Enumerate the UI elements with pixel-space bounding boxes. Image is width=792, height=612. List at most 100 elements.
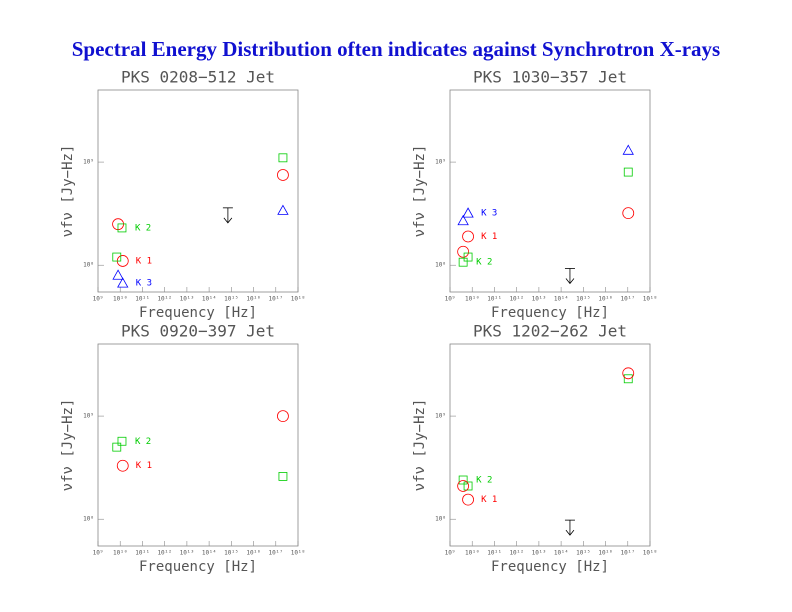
x-tick-label: 10¹⁴ <box>202 550 216 557</box>
data-point <box>277 410 289 422</box>
x-tick-label: 10¹⁰ <box>465 296 479 303</box>
component-label: K 2 <box>135 223 151 233</box>
x-tick-label: 10¹⁴ <box>554 296 568 303</box>
chart-title: PKS 1202−262 Jet <box>473 322 627 341</box>
x-tick-label: 10¹⁶ <box>246 550 260 557</box>
y-tick-label: 10⁸ <box>435 516 446 523</box>
x-tick-label: 10¹¹ <box>135 550 149 557</box>
plot-frame <box>97 343 299 547</box>
x-tick-label: 10¹⁴ <box>202 296 216 303</box>
plot-frame <box>97 89 299 293</box>
chart-title: PKS 1030−357 Jet <box>473 68 627 87</box>
x-tick-label: 10¹⁰ <box>113 296 127 303</box>
y-axis-label: νfν [Jy−Hz] <box>412 145 428 238</box>
y-tick-label: 10⁸ <box>435 262 446 269</box>
x-tick-label: 10¹⁷ <box>269 296 283 303</box>
data-point <box>117 436 127 446</box>
data-point <box>623 374 633 384</box>
chart: PKS 1202−262 Jet Frequency [Hz] νfν [Jy−Hz… <box>412 322 657 576</box>
chart: PKS 0920−397 Jet Frequency [Hz] νfν [Jy−Hz… <box>60 322 305 576</box>
x-tick-label: 10¹¹ <box>487 296 501 303</box>
data-point <box>277 169 289 181</box>
x-tick-label: 10¹⁰ <box>113 550 127 557</box>
data-point <box>116 459 129 472</box>
x-tick-label: 10¹⁸ <box>291 550 305 557</box>
x-tick-label: 10¹⁰ <box>465 550 479 557</box>
component-label: K 1 <box>136 256 152 266</box>
data-point <box>278 472 288 481</box>
x-axis-label: Frequency [Hz] <box>139 305 257 321</box>
x-tick-label: 10¹³ <box>180 550 194 557</box>
data-point <box>462 207 474 218</box>
data-point <box>463 252 473 262</box>
component-label: K 2 <box>135 437 151 447</box>
plot-frame <box>449 89 651 293</box>
data-point <box>117 277 129 288</box>
upper-limit <box>564 519 575 536</box>
upper-limit-head <box>565 529 575 536</box>
y-axis-label: νfν [Jy−Hz] <box>60 399 76 492</box>
x-tick-label: 10¹⁸ <box>643 296 657 303</box>
x-tick-label: 10¹² <box>509 550 523 557</box>
y-tick-label: 10⁹ <box>435 159 446 166</box>
x-tick-label: 10¹¹ <box>135 296 149 303</box>
x-tick-label: 10¹³ <box>532 296 546 303</box>
data-point <box>277 204 289 215</box>
chart-title: PKS 0920−397 Jet <box>121 322 275 341</box>
component-label: K 1 <box>136 461 152 471</box>
upper-limit <box>564 268 575 285</box>
y-tick-label: 10⁹ <box>83 159 94 166</box>
x-tick-label: 10¹⁶ <box>598 296 612 303</box>
component-label: K 3 <box>136 279 152 289</box>
data-point <box>622 144 634 155</box>
y-tick-label: 10⁸ <box>83 516 94 523</box>
x-tick-label: 10¹⁶ <box>598 550 612 557</box>
data-point <box>112 442 122 452</box>
y-tick-label: 10⁹ <box>435 413 446 420</box>
component-label: K 3 <box>481 209 497 219</box>
x-tick-label: 10¹⁶ <box>246 296 260 303</box>
x-tick-label: 10¹¹ <box>487 550 501 557</box>
upper-limit-head <box>565 278 575 285</box>
x-tick-label: 10¹⁵ <box>224 296 238 303</box>
y-tick-label: 10⁸ <box>83 262 94 269</box>
data-point <box>622 367 635 380</box>
x-tick-label: 10¹² <box>157 550 171 557</box>
chart-title: PKS 0208−512 Jet <box>121 68 275 87</box>
x-tick-label: 10¹⁷ <box>269 550 283 557</box>
x-tick-label: 10¹⁵ <box>576 550 590 557</box>
x-tick-label: 10⁹ <box>445 550 456 557</box>
slide-title: Spectral Energy Distribution often indic… <box>72 37 720 61</box>
x-tick-label: 10¹² <box>157 296 171 303</box>
data-point <box>458 257 468 267</box>
data-point <box>463 481 473 491</box>
x-tick-label: 10¹⁷ <box>621 550 635 557</box>
x-tick-label: 10¹⁷ <box>621 296 635 303</box>
x-tick-label: 10¹⁸ <box>643 550 657 557</box>
plot-frame <box>449 343 651 547</box>
data-point <box>623 167 633 177</box>
y-axis-label: νfν [Jy−Hz] <box>60 145 76 238</box>
data-point <box>112 252 122 262</box>
component-label: K 1 <box>481 495 497 505</box>
x-axis-label: Frequency [Hz] <box>491 559 609 575</box>
x-tick-label: 10⁹ <box>445 296 456 303</box>
chart: PKS 1030−357 Jet Frequency [Hz] νfν [Jy−Hz… <box>412 68 657 322</box>
x-axis-label: Frequency [Hz] <box>491 305 609 321</box>
x-tick-label: 10¹⁸ <box>291 296 305 303</box>
data-point <box>458 475 468 485</box>
data-point <box>117 223 127 233</box>
x-axis-label: Frequency [Hz] <box>139 559 257 575</box>
x-tick-label: 10⁹ <box>93 550 104 557</box>
x-tick-label: 10¹³ <box>180 296 194 303</box>
x-tick-label: 10¹⁴ <box>554 550 568 557</box>
data-point <box>278 153 288 163</box>
data-point <box>457 245 470 258</box>
x-tick-label: 10¹² <box>509 296 523 303</box>
data-point <box>457 480 470 492</box>
component-label: K 2 <box>476 258 492 268</box>
data-point <box>457 214 469 226</box>
chart: PKS 0208−512 Jet Frequency [Hz] νfν [Jy−Hz… <box>60 68 305 322</box>
